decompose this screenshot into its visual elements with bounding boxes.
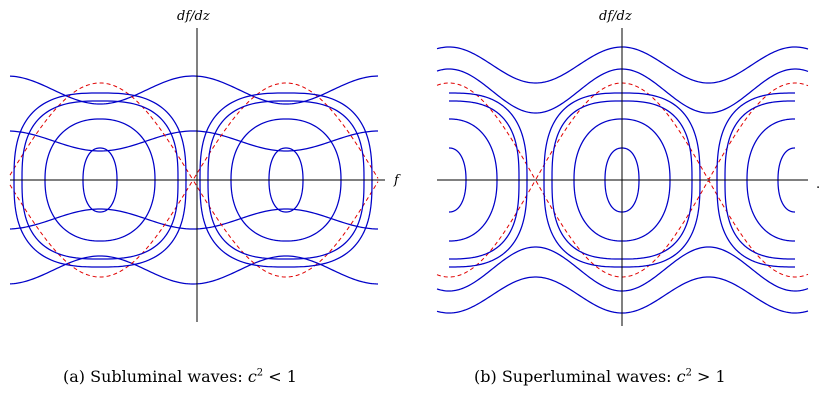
- panel-a-phase-portrait: df/dz f: [9, 9, 401, 322]
- panel-a-caption-exp: 2: [256, 367, 264, 379]
- panel-a-caption: (a) Subluminal waves: c2 < 1: [63, 367, 297, 386]
- panel-a-open-orbit: [9, 208, 379, 230]
- panel-a-open-orbit: [9, 130, 379, 152]
- panel-a-separatrix: [9, 82, 379, 180]
- panel-b-phase-portrait: df/dz .: [436, 9, 820, 326]
- panel-b-trailing-mark: .: [816, 177, 820, 192]
- panel-b-caption-rel: > 1: [691, 367, 726, 386]
- panel-a-caption-var: c: [247, 367, 257, 386]
- panel-a-open-orbit: [9, 75, 379, 105]
- panel-a-caption-prefix: (a) Subluminal waves:: [63, 367, 248, 386]
- panel-b-y-axis-label: df/dz: [599, 9, 632, 24]
- panel-b-caption-exp: 2: [685, 367, 692, 379]
- panel-a-caption-rel: < 1: [263, 367, 297, 386]
- panel-a-separatrix: [9, 180, 379, 278]
- panel-b-caption-prefix: (b) Superluminal waves:: [474, 367, 677, 386]
- panel-a-y-axis-label: df/dz: [177, 9, 210, 24]
- panel-b-caption: (b) Superluminal waves: c2 > 1: [474, 367, 726, 386]
- panel-b-caption-var: c: [676, 367, 686, 386]
- panel-a-open-orbit: [9, 255, 379, 285]
- panel-a-x-axis-label: f: [393, 173, 401, 188]
